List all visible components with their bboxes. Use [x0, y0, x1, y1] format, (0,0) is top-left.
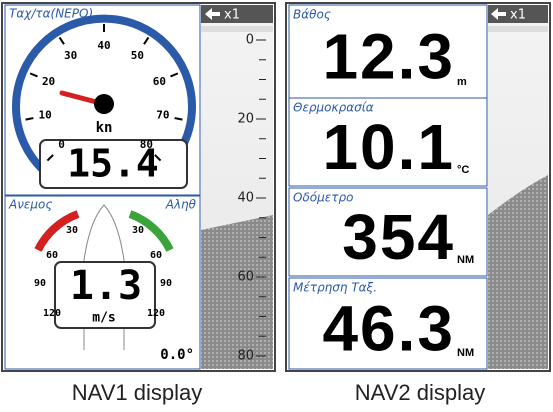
wind-scale-left: 30	[66, 225, 78, 236]
bar	[488, 26, 548, 32]
caption: NAV1 display	[72, 380, 202, 405]
field-value: 10.1	[322, 111, 455, 183]
bar	[201, 26, 273, 32]
depth-label: 20	[237, 112, 254, 127]
speed-scale-label: 10	[39, 108, 52, 121]
field-value: 12.3	[322, 20, 455, 92]
wind-unit: m/s	[92, 311, 115, 326]
field-unit: °C	[457, 164, 469, 176]
field-label: Βάθος	[293, 8, 331, 22]
wind-mode: Αληθ	[165, 198, 197, 212]
depth-label: 40	[237, 191, 254, 206]
speed-scale-label: 50	[131, 49, 144, 62]
field-unit: m	[457, 76, 467, 88]
speed-value: 15.4	[67, 142, 159, 186]
speed-title: Ταχ/τα(ΝΕΡΟ)	[9, 7, 93, 21]
field-value: 354	[342, 201, 455, 273]
speed-scale-label: 40	[97, 39, 110, 52]
speed-scale-label: 60	[153, 75, 166, 88]
wind-scale-left: 60	[46, 250, 58, 261]
depth-label: 80	[237, 349, 254, 364]
depth-label: 60	[237, 270, 254, 285]
nav1-echo	[201, 215, 273, 369]
wind-scale-right: 60	[150, 250, 162, 261]
screenshot: Ταχ/τα(ΝΕΡΟ) 0 10 20 30 40 50 60 70 80 kn 15.4 Ανεμο…	[0, 0, 553, 412]
wind-value: 1.3	[70, 263, 142, 309]
speed-scale-label: 70	[156, 108, 169, 121]
field-unit: NM	[457, 254, 474, 266]
wind-title: Ανεμος	[8, 198, 52, 212]
wind-scale-left: 120	[43, 308, 61, 319]
caption: NAV2 display	[355, 380, 485, 405]
wind-scale-right: 120	[147, 308, 165, 319]
speed-unit: kn	[96, 120, 113, 136]
field-unit: NM	[457, 347, 474, 359]
field-value: 46.3	[322, 292, 455, 364]
speed-scale-label: 20	[42, 75, 55, 88]
needle-hub	[94, 94, 114, 114]
depth-label: 0	[246, 33, 254, 48]
wind-angle: 0.0°	[160, 347, 194, 363]
wind-scale-left: 90	[34, 278, 46, 289]
speed-scale-label: 0	[58, 138, 65, 151]
wind-scale-right: 30	[132, 225, 144, 236]
sounder-range: x1	[510, 8, 526, 23]
sounder-range: x1	[224, 8, 240, 23]
speed-scale-label: 30	[64, 49, 77, 62]
wind-scale-right: 90	[160, 278, 172, 289]
